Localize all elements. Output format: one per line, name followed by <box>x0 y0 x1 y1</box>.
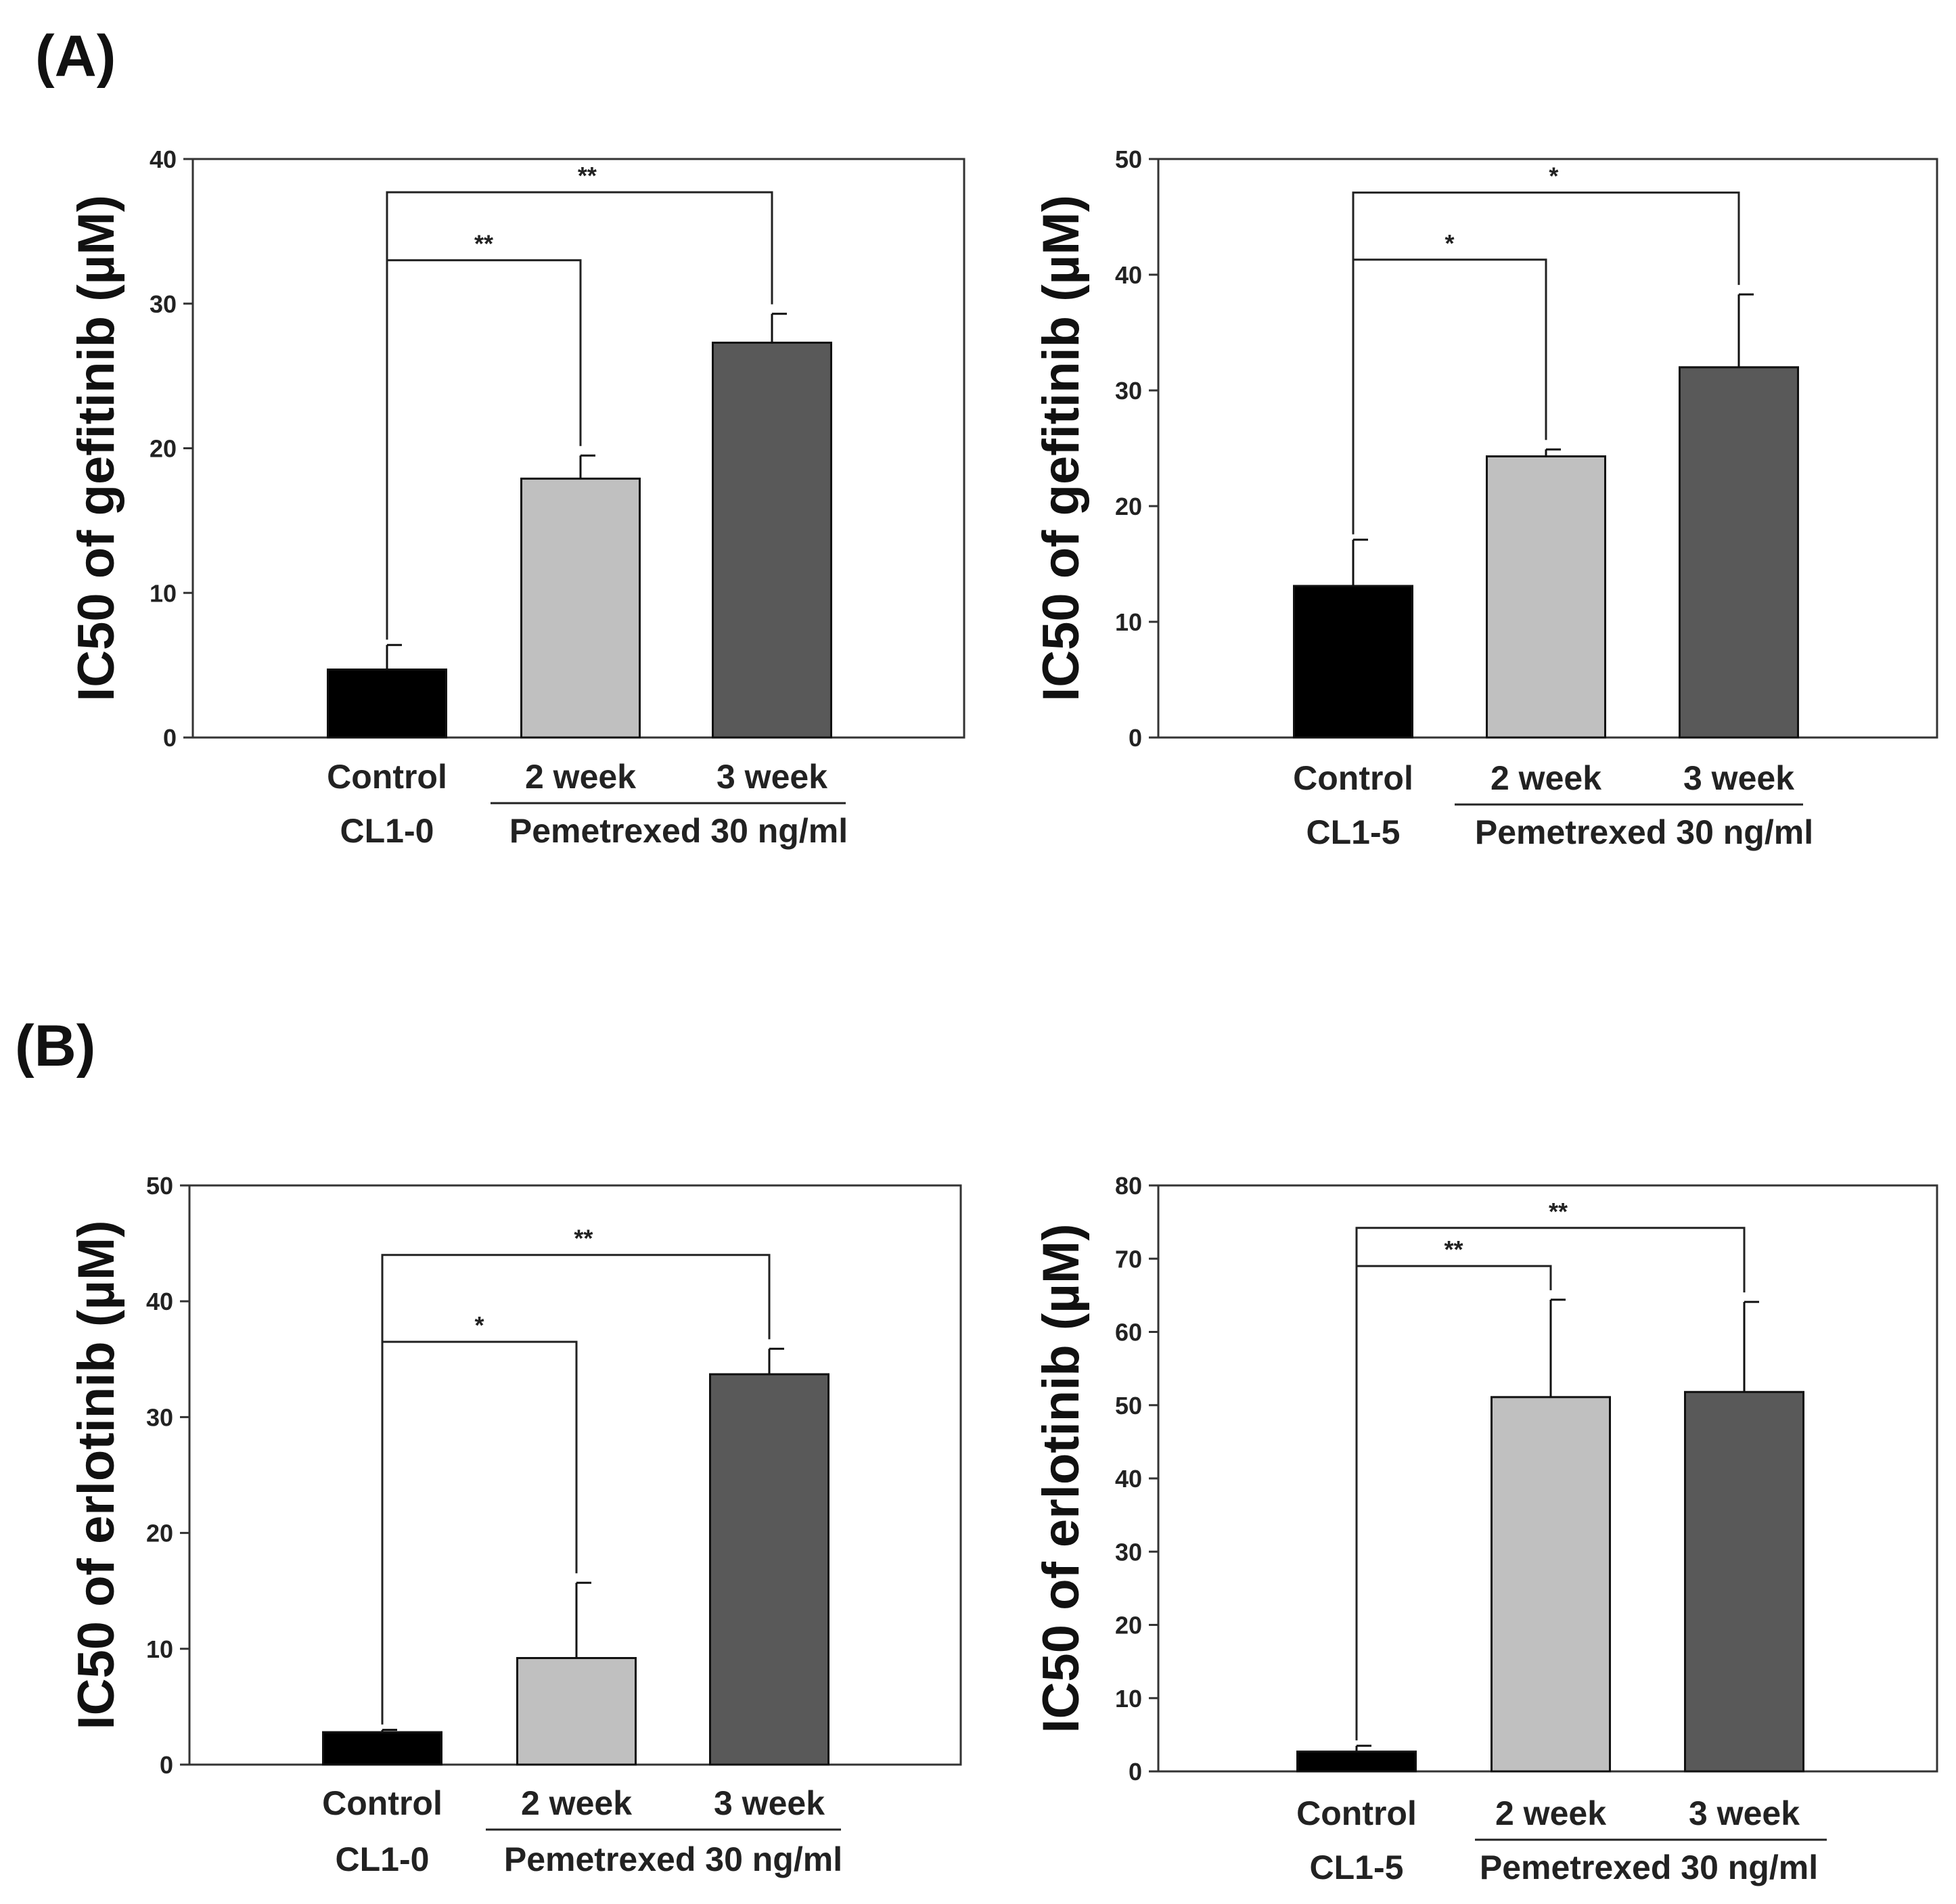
significance-label: * <box>474 1311 484 1339</box>
y-tick-label: 30 <box>1115 1538 1142 1566</box>
significance-bracket <box>1352 191 1740 535</box>
significance-label: ** <box>1549 1198 1568 1225</box>
y-tick-label: 20 <box>1115 1612 1142 1639</box>
cell-line-label: CL1-0 <box>336 1840 430 1878</box>
category-label: 3 week <box>714 1784 825 1822</box>
significance-label: ** <box>474 230 493 258</box>
bar-control <box>1293 585 1413 739</box>
y-axis-label: IC50 of erlotinib (µM) <box>68 1220 125 1729</box>
chart-2: 0 10 20 30 40 50 * * Control 2 week 3 week CL1-5 Pem… <box>1032 145 1938 851</box>
y-tick-label: 0 <box>1129 1758 1142 1786</box>
category-label: 2 week <box>525 758 636 796</box>
category-label: Control <box>1293 759 1413 797</box>
category-label: Control <box>327 758 447 796</box>
bar-control <box>327 668 447 739</box>
y-tick-label: 30 <box>1115 377 1142 405</box>
significance-bracket <box>1355 1227 1746 1741</box>
chart-1: 0 10 20 30 40 ** ** Control 2 week 3 week CL1-0 Pem… <box>68 145 965 850</box>
bar-2-week <box>1491 1396 1611 1773</box>
category-label: 3 week <box>1683 759 1794 797</box>
category-label: 3 week <box>1689 1794 1800 1832</box>
category-label: 3 week <box>717 758 827 796</box>
bar-2-week <box>516 1656 637 1766</box>
y-tick-label: 0 <box>1129 724 1142 752</box>
significance-bracket <box>386 191 773 640</box>
y-tick-label: 0 <box>160 1751 173 1779</box>
treatment-label: Pemetrexed 30 ng/ml <box>1475 813 1813 851</box>
y-tick-label: 50 <box>1115 1392 1142 1420</box>
significance-label: * <box>1445 229 1454 257</box>
treatment-label: Pemetrexed 30 ng/ml <box>1480 1849 1818 1886</box>
panel-label-a: (A) <box>35 24 116 89</box>
bar-3-week <box>1679 366 1799 739</box>
category-label: 2 week <box>521 1784 632 1822</box>
treatment-label: Pemetrexed 30 ng/ml <box>509 812 848 850</box>
bar-3-week <box>1684 1390 1804 1773</box>
y-tick-label: 70 <box>1115 1245 1142 1273</box>
bar-control <box>322 1731 442 1766</box>
y-axis-label: IC50 of gefitinib (µM) <box>68 195 125 702</box>
chart-4: 0 10 20 30 40 50 60 70 80 ** ** Control 2 week 3 week… <box>1032 1172 1938 1886</box>
y-tick-label: 10 <box>1115 1685 1142 1713</box>
y-tick-label: 50 <box>146 1172 173 1200</box>
bar-3-week <box>712 341 832 739</box>
y-axis-label: IC50 of gefitinib (µM) <box>1032 195 1090 702</box>
y-tick-label: 80 <box>1115 1172 1142 1200</box>
y-tick-label: 60 <box>1115 1319 1142 1346</box>
category-label: 2 week <box>1495 1794 1606 1832</box>
panel-label-b: (B) <box>15 1014 95 1079</box>
category-label: 2 week <box>1491 759 1601 797</box>
y-tick-label: 10 <box>146 1635 173 1663</box>
category-label: Control <box>322 1784 442 1822</box>
cell-line-label: CL1-5 <box>1306 813 1401 851</box>
significance-label: * <box>1549 162 1558 190</box>
y-tick-label: 10 <box>150 579 177 607</box>
bar-control <box>1296 1750 1417 1773</box>
y-tick-label: 40 <box>1115 1465 1142 1493</box>
bar-2-week <box>1486 455 1606 739</box>
y-tick-label: 20 <box>146 1520 173 1547</box>
y-tick-label: 0 <box>163 724 177 752</box>
y-tick-label: 10 <box>1115 608 1142 636</box>
cell-line-label: CL1-0 <box>340 812 434 850</box>
y-tick-label: 50 <box>1115 145 1142 173</box>
y-tick-label: 40 <box>150 145 177 173</box>
significance-label: ** <box>1444 1236 1463 1263</box>
category-label: Control <box>1296 1794 1417 1832</box>
y-tick-label: 20 <box>1115 493 1142 520</box>
y-tick-label: 40 <box>1115 261 1142 289</box>
y-tick-label: 40 <box>146 1288 173 1315</box>
y-axis-label: IC50 of erlotinib (µM) <box>1032 1223 1090 1733</box>
significance-label: ** <box>578 162 597 189</box>
significance-bracket <box>381 1254 771 1725</box>
y-tick-label: 30 <box>150 290 177 318</box>
y-tick-label: 30 <box>146 1403 173 1431</box>
bar-3-week <box>709 1373 829 1766</box>
bar-2-week <box>520 477 641 739</box>
significance-label: ** <box>574 1225 593 1252</box>
treatment-label: Pemetrexed 30 ng/ml <box>504 1840 842 1878</box>
cell-line-label: CL1-5 <box>1310 1849 1404 1886</box>
y-tick-label: 20 <box>150 435 177 463</box>
